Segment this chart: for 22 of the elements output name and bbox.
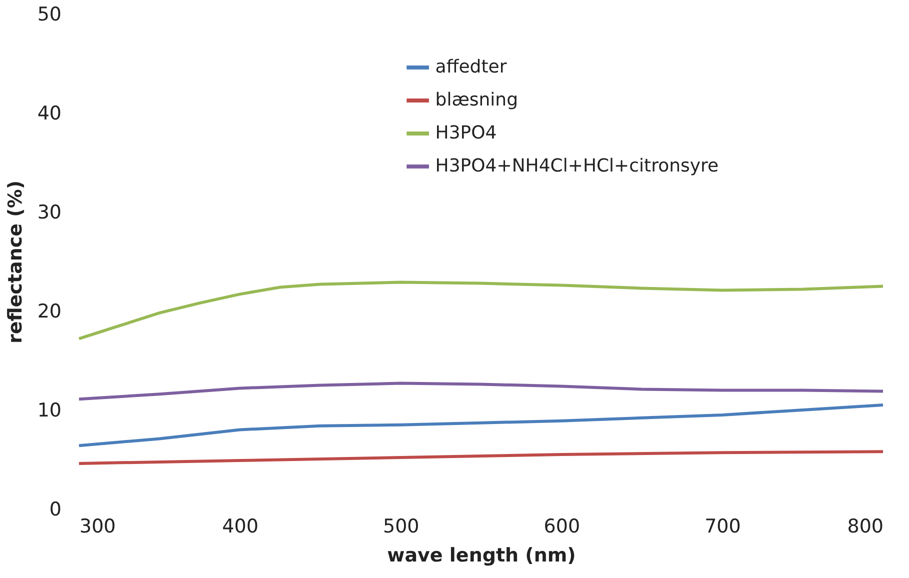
line-series (78, 450, 884, 465)
x-axis-title: wave length (nm) (387, 544, 576, 566)
x-tick-label: 300 (80, 516, 116, 538)
x-tick-label: 400 (222, 516, 258, 538)
y-tick-label: 0 (49, 498, 62, 520)
x-tick-label: 700 (704, 516, 741, 538)
legend-label: affedter (435, 56, 508, 78)
legend-label: H3PO4 (435, 122, 497, 144)
y-tick-label: 10 (37, 400, 62, 422)
legend-label: blæsning (435, 90, 518, 110)
y-axis-title: reflectance (%) (4, 180, 26, 344)
legend-label: H3PO4+NH4Cl+HCl+citronsyre (435, 156, 719, 176)
x-tick-label: 500 (382, 516, 420, 538)
y-tick-label: 30 (37, 202, 62, 224)
y-tick-label: 50 (37, 4, 62, 26)
x-tick-label: 600 (544, 516, 580, 538)
y-tick-label: 20 (37, 300, 62, 322)
line-series (78, 382, 884, 401)
y-tick-label: 40 (37, 102, 62, 124)
line-series (78, 404, 884, 448)
x-tick-label: 800 (847, 516, 884, 538)
line-series (78, 280, 884, 340)
